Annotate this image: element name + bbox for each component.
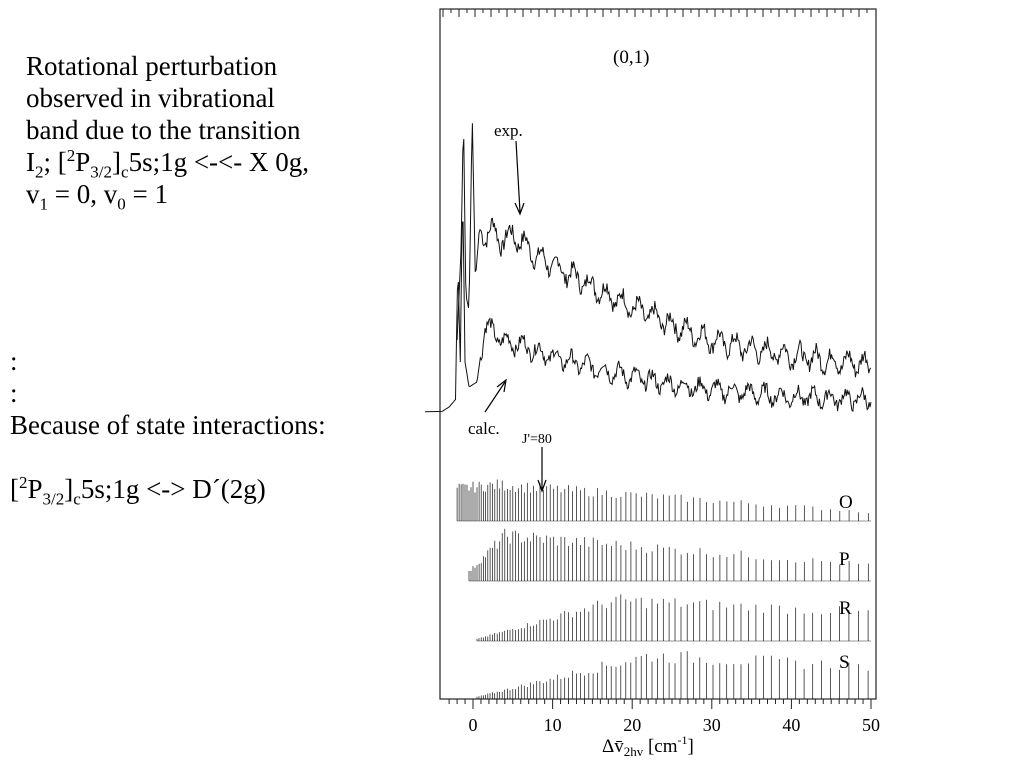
bottom-ticks xyxy=(448,699,872,709)
interaction-note: : : Because of state interactions: [2P3/… xyxy=(10,345,326,509)
x-axis-label: Δv̄2hv [cm-1] xyxy=(602,733,694,759)
description-line-4: I2; [2P3/2]c5s;1g <-<- X 0g, xyxy=(26,146,310,182)
j80-label: J'=80 xyxy=(522,432,552,447)
branch-label-R: R xyxy=(839,598,852,619)
description-line-1: Rotational perturbation xyxy=(26,51,278,81)
x-tick-label: 40 xyxy=(782,715,800,735)
x-tick-label: 30 xyxy=(703,715,721,735)
spectrum-curve xyxy=(456,123,872,378)
description-text: Rotational perturbation observed in vibr… xyxy=(26,50,416,214)
exp-label: exp. xyxy=(494,121,523,140)
x-tick-label: 10 xyxy=(544,715,562,735)
interaction-formula: [2P3/2]c5s;1g <-> D´(2g) xyxy=(10,473,266,509)
j80-arrow xyxy=(537,447,547,493)
x-tick-label: 0 xyxy=(469,715,478,735)
x-tick-label: 50 xyxy=(862,715,880,735)
x-tick-labels: 0 10 20 30 40 50 xyxy=(469,715,881,735)
branch-label-S: S xyxy=(839,652,850,673)
description-line-3: band due to the transition xyxy=(26,115,301,145)
branch-labels: O P R S xyxy=(839,492,853,673)
spectrum-curve xyxy=(425,221,872,413)
exp-arrow xyxy=(514,140,525,216)
ellipsis-dot-2: : xyxy=(10,378,18,408)
calc-arrow xyxy=(484,378,507,413)
stick-spectra xyxy=(456,479,871,700)
description-line-5: v1 = 0, v0 = 1 xyxy=(26,179,168,214)
ellipsis-dot-1: : xyxy=(10,346,18,376)
figure-frame xyxy=(439,8,877,700)
calc-label: calc. xyxy=(468,419,500,438)
branch-label-P: P xyxy=(839,549,850,570)
x-tick-label: 20 xyxy=(623,715,641,735)
description-line-2: observed in vibrational xyxy=(26,83,275,113)
spectrum-curves xyxy=(425,123,872,413)
top-ticks xyxy=(442,9,868,17)
panel-label: (0,1) xyxy=(613,47,649,68)
because-line: Because of state interactions: xyxy=(10,410,326,440)
branch-label-O: O xyxy=(839,492,853,513)
